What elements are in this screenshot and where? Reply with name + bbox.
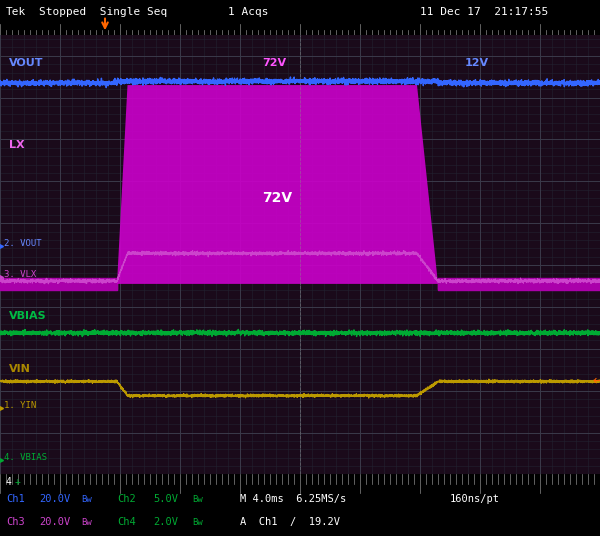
Text: 3. VLX: 3. VLX [5,270,37,279]
Text: 20.0V: 20.0V [39,517,70,527]
Text: VIN: VIN [9,364,31,374]
Text: Bw: Bw [81,495,92,504]
Text: Tek: Tek [6,7,26,17]
Text: M 4.0ms  6.25MS/s: M 4.0ms 6.25MS/s [240,494,346,504]
Text: 2.0V: 2.0V [153,517,178,527]
Text: VBIAS: VBIAS [9,311,47,321]
Text: 2. VOUT: 2. VOUT [5,239,42,248]
Text: Ch1: Ch1 [6,494,25,504]
Text: VOUT: VOUT [9,58,44,68]
Text: Stopped  Single Seq: Stopped Single Seq [39,7,167,17]
Text: Ch4: Ch4 [117,517,136,527]
Text: LX: LX [9,140,25,150]
Text: 4: 4 [6,478,12,487]
Text: A  Ch1  /  19.2V: A Ch1 / 19.2V [240,517,340,527]
Text: 5.0V: 5.0V [153,494,178,504]
Text: Ch3: Ch3 [6,517,25,527]
Text: 160ns/pt: 160ns/pt [450,494,500,504]
Text: 1. YIN: 1. YIN [5,401,37,410]
Text: Bw: Bw [192,518,203,527]
Text: ←: ← [593,375,600,388]
Text: +: + [15,478,21,487]
Text: 72V: 72V [263,191,293,205]
Text: Ch2: Ch2 [117,494,136,504]
Polygon shape [117,85,438,284]
Text: 4. VBIAS: 4. VBIAS [5,453,47,461]
Text: Bw: Bw [192,495,203,504]
Text: 1 Acqs: 1 Acqs [228,7,269,17]
Text: 12V: 12V [465,58,489,68]
Text: Bw: Bw [81,518,92,527]
Text: 20.0V: 20.0V [39,494,70,504]
Text: 11 Dec 17  21:17:55: 11 Dec 17 21:17:55 [420,7,548,17]
Text: 72V: 72V [263,58,287,68]
